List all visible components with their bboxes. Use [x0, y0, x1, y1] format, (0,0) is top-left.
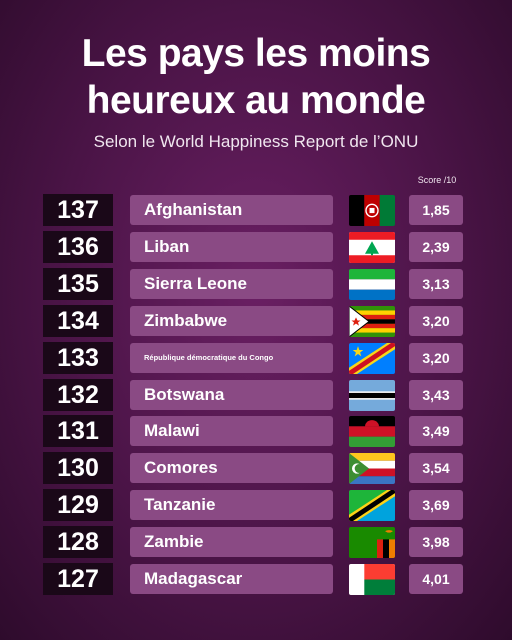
- page-title: Les pays les moins heureux au monde: [0, 30, 512, 124]
- tanzania-flag-icon: [349, 490, 395, 522]
- sierra-leone-flag-icon: [349, 268, 395, 300]
- score-value: 4,01: [409, 564, 463, 594]
- country-name: Malawi: [130, 416, 333, 447]
- rank-number: 127: [43, 563, 113, 595]
- table-row: 129 Tanzanie 3,69: [0, 489, 512, 522]
- country-name: Tanzanie: [130, 490, 333, 521]
- afghanistan-flag-icon: [349, 195, 395, 226]
- rank-number: 130: [43, 452, 113, 485]
- botswana-flag-icon: [349, 379, 395, 411]
- zimbabwe-flag-icon: [349, 305, 395, 337]
- table-row: 130 Comores 3,54: [0, 452, 512, 485]
- score-value: 3,69: [409, 490, 463, 521]
- table-row: 131 Malawi 3,49: [0, 415, 512, 448]
- rank-number: 133: [43, 341, 113, 374]
- score-value: 3,54: [409, 453, 463, 484]
- table-row: 128 Zambie 3,98: [0, 526, 512, 559]
- subtitle: Selon le World Happiness Report de l’ONU: [93, 132, 419, 151]
- table-row: 127 Madagascar 4,01: [0, 563, 512, 595]
- score-column-header: Score /10: [417, 175, 457, 185]
- country-name: Zambie: [130, 527, 333, 558]
- rank-number: 135: [43, 267, 113, 300]
- score-value: 1,85: [409, 195, 463, 225]
- country-name: Madagascar: [130, 564, 333, 594]
- comoros-flag-icon: [349, 453, 395, 485]
- country-name: Afghanistan: [130, 195, 333, 225]
- score-value: 3,20: [409, 342, 463, 373]
- country-name: Botswana: [130, 379, 333, 410]
- score-value: 2,39: [409, 231, 463, 262]
- rank-number: 134: [43, 304, 113, 337]
- rank-number: 128: [43, 526, 113, 559]
- table-row: 135 Sierra Leone 3,13: [0, 267, 512, 300]
- lebanon-flag-icon: [349, 231, 395, 263]
- malawi-flag-icon: [349, 416, 395, 448]
- table-row: 133 République démocratique du Congo 3,20: [0, 341, 512, 374]
- score-value: 3,13: [409, 268, 463, 299]
- country-name: Zimbabwe: [130, 305, 333, 336]
- table-row: 134 Zimbabwe 3,20: [0, 304, 512, 337]
- rank-number: 132: [43, 378, 113, 411]
- table-row: 137 Afghanistan 1,85: [0, 194, 512, 226]
- score-value: 3,43: [409, 379, 463, 410]
- madagascar-flag-icon: [349, 564, 395, 595]
- table-row: 136 Liban 2,39: [0, 230, 512, 263]
- score-value: 3,98: [409, 527, 463, 558]
- dr-congo-flag-icon: [349, 342, 395, 374]
- zambia-flag-icon: [349, 527, 395, 559]
- country-name: Liban: [130, 231, 333, 262]
- score-value: 3,49: [409, 416, 463, 447]
- table-row: 132 Botswana 3,43: [0, 378, 512, 411]
- rank-number: 129: [43, 489, 113, 522]
- country-name: Sierra Leone: [130, 268, 333, 299]
- country-name: République démocratique du Congo: [130, 342, 333, 373]
- score-value: 3,20: [409, 305, 463, 336]
- title-line-1: Les pays les moins: [81, 32, 431, 75]
- rank-number: 136: [43, 230, 113, 263]
- rank-number: 137: [43, 194, 113, 226]
- title-line-2: heureux au monde: [86, 79, 426, 122]
- country-name: Comores: [130, 453, 333, 484]
- rank-number: 131: [43, 415, 113, 448]
